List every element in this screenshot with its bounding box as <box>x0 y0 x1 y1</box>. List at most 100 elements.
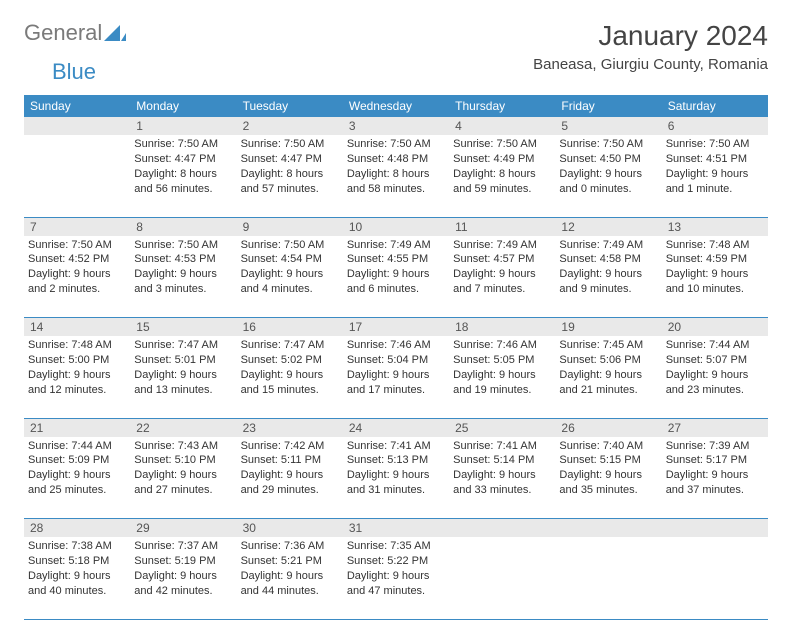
day-header: Tuesday <box>237 95 343 117</box>
sunrise-line: Sunrise: 7:49 AM <box>559 238 657 253</box>
day-number-row: 14151617181920 <box>24 318 768 337</box>
daylight-line: Daylight: 9 hours and 4 minutes. <box>241 267 339 297</box>
daylight-line: Daylight: 9 hours and 1 minute. <box>666 167 764 197</box>
day-header: Sunday <box>24 95 130 117</box>
day-details: Sunrise: 7:39 AMSunset: 5:17 PMDaylight:… <box>666 439 764 498</box>
sunset-line: Sunset: 5:02 PM <box>241 353 339 368</box>
day-cell: Sunrise: 7:44 AMSunset: 5:07 PMDaylight:… <box>662 336 768 418</box>
day-number-cell: 17 <box>343 318 449 337</box>
day-number-cell: 30 <box>237 519 343 538</box>
day-number-row: 123456 <box>24 117 768 135</box>
day-number-row: 21222324252627 <box>24 418 768 437</box>
day-number-cell: 22 <box>130 418 236 437</box>
daylight-line: Daylight: 8 hours and 58 minutes. <box>347 167 445 197</box>
day-details: Sunrise: 7:50 AMSunset: 4:47 PMDaylight:… <box>134 137 232 196</box>
day-cell: Sunrise: 7:50 AMSunset: 4:47 PMDaylight:… <box>237 135 343 217</box>
sunrise-line: Sunrise: 7:50 AM <box>28 238 126 253</box>
location-subtitle: Baneasa, Giurgiu County, Romania <box>533 56 768 73</box>
daylight-line: Daylight: 9 hours and 47 minutes. <box>347 569 445 599</box>
week-row: Sunrise: 7:44 AMSunset: 5:09 PMDaylight:… <box>24 437 768 519</box>
daylight-line: Daylight: 9 hours and 23 minutes. <box>666 368 764 398</box>
day-number-cell: 31 <box>343 519 449 538</box>
day-number-cell: 6 <box>662 117 768 135</box>
daylight-line: Daylight: 9 hours and 0 minutes. <box>559 167 657 197</box>
day-details: Sunrise: 7:49 AMSunset: 4:55 PMDaylight:… <box>347 238 445 297</box>
daylight-line: Daylight: 9 hours and 13 minutes. <box>134 368 232 398</box>
sunrise-line: Sunrise: 7:49 AM <box>347 238 445 253</box>
sunrise-line: Sunrise: 7:38 AM <box>28 539 126 554</box>
day-number-cell: 18 <box>449 318 555 337</box>
day-details: Sunrise: 7:44 AMSunset: 5:09 PMDaylight:… <box>28 439 126 498</box>
day-number-cell <box>449 519 555 538</box>
sunset-line: Sunset: 5:05 PM <box>453 353 551 368</box>
daylight-line: Daylight: 9 hours and 19 minutes. <box>453 368 551 398</box>
day-number-cell: 29 <box>130 519 236 538</box>
day-details: Sunrise: 7:45 AMSunset: 5:06 PMDaylight:… <box>559 338 657 397</box>
month-title: January 2024 <box>533 20 768 52</box>
day-number-cell: 4 <box>449 117 555 135</box>
daylight-line: Daylight: 8 hours and 59 minutes. <box>453 167 551 197</box>
daylight-line: Daylight: 9 hours and 9 minutes. <box>559 267 657 297</box>
day-cell <box>662 537 768 619</box>
day-number-cell: 15 <box>130 318 236 337</box>
daylight-line: Daylight: 8 hours and 57 minutes. <box>241 167 339 197</box>
day-number-row: 28293031 <box>24 519 768 538</box>
sunset-line: Sunset: 4:53 PM <box>134 252 232 267</box>
sunset-line: Sunset: 5:15 PM <box>559 453 657 468</box>
day-number-row: 78910111213 <box>24 217 768 236</box>
day-details: Sunrise: 7:50 AMSunset: 4:54 PMDaylight:… <box>241 238 339 297</box>
sunrise-line: Sunrise: 7:50 AM <box>241 238 339 253</box>
sunset-line: Sunset: 5:07 PM <box>666 353 764 368</box>
daylight-line: Daylight: 9 hours and 10 minutes. <box>666 267 764 297</box>
sunrise-line: Sunrise: 7:50 AM <box>666 137 764 152</box>
daylight-line: Daylight: 8 hours and 56 minutes. <box>134 167 232 197</box>
week-row: Sunrise: 7:50 AMSunset: 4:52 PMDaylight:… <box>24 236 768 318</box>
sunrise-line: Sunrise: 7:35 AM <box>347 539 445 554</box>
daylight-line: Daylight: 9 hours and 7 minutes. <box>453 267 551 297</box>
day-number-cell <box>24 117 130 135</box>
sunset-line: Sunset: 5:10 PM <box>134 453 232 468</box>
day-details: Sunrise: 7:36 AMSunset: 5:21 PMDaylight:… <box>241 539 339 598</box>
day-details: Sunrise: 7:50 AMSunset: 4:51 PMDaylight:… <box>666 137 764 196</box>
daylight-line: Daylight: 9 hours and 12 minutes. <box>28 368 126 398</box>
day-number-cell: 11 <box>449 217 555 236</box>
sunset-line: Sunset: 5:11 PM <box>241 453 339 468</box>
sunset-line: Sunset: 5:18 PM <box>28 554 126 569</box>
day-number-cell: 25 <box>449 418 555 437</box>
day-number-cell: 9 <box>237 217 343 236</box>
day-details: Sunrise: 7:48 AMSunset: 5:00 PMDaylight:… <box>28 338 126 397</box>
day-number-cell: 20 <box>662 318 768 337</box>
day-details: Sunrise: 7:50 AMSunset: 4:49 PMDaylight:… <box>453 137 551 196</box>
day-details: Sunrise: 7:38 AMSunset: 5:18 PMDaylight:… <box>28 539 126 598</box>
day-number-cell: 16 <box>237 318 343 337</box>
sunrise-line: Sunrise: 7:43 AM <box>134 439 232 454</box>
sunrise-line: Sunrise: 7:42 AM <box>241 439 339 454</box>
day-number-cell: 10 <box>343 217 449 236</box>
sunrise-line: Sunrise: 7:50 AM <box>134 137 232 152</box>
day-cell: Sunrise: 7:50 AMSunset: 4:53 PMDaylight:… <box>130 236 236 318</box>
day-header: Saturday <box>662 95 768 117</box>
brand-logo: General <box>24 20 126 46</box>
day-details: Sunrise: 7:37 AMSunset: 5:19 PMDaylight:… <box>134 539 232 598</box>
sunset-line: Sunset: 5:00 PM <box>28 353 126 368</box>
day-cell: Sunrise: 7:50 AMSunset: 4:51 PMDaylight:… <box>662 135 768 217</box>
sunrise-line: Sunrise: 7:50 AM <box>347 137 445 152</box>
daylight-line: Daylight: 9 hours and 42 minutes. <box>134 569 232 599</box>
daylight-line: Daylight: 9 hours and 15 minutes. <box>241 368 339 398</box>
day-cell: Sunrise: 7:41 AMSunset: 5:14 PMDaylight:… <box>449 437 555 519</box>
day-number-cell: 23 <box>237 418 343 437</box>
day-number-cell <box>555 519 661 538</box>
day-details: Sunrise: 7:41 AMSunset: 5:13 PMDaylight:… <box>347 439 445 498</box>
day-details: Sunrise: 7:40 AMSunset: 5:15 PMDaylight:… <box>559 439 657 498</box>
day-cell: Sunrise: 7:44 AMSunset: 5:09 PMDaylight:… <box>24 437 130 519</box>
day-header: Monday <box>130 95 236 117</box>
sunset-line: Sunset: 4:48 PM <box>347 152 445 167</box>
day-number-cell: 8 <box>130 217 236 236</box>
sunrise-line: Sunrise: 7:50 AM <box>559 137 657 152</box>
sunrise-line: Sunrise: 7:50 AM <box>134 238 232 253</box>
day-details: Sunrise: 7:49 AMSunset: 4:58 PMDaylight:… <box>559 238 657 297</box>
sunrise-line: Sunrise: 7:41 AM <box>453 439 551 454</box>
day-cell: Sunrise: 7:49 AMSunset: 4:58 PMDaylight:… <box>555 236 661 318</box>
sunrise-line: Sunrise: 7:40 AM <box>559 439 657 454</box>
day-details: Sunrise: 7:50 AMSunset: 4:52 PMDaylight:… <box>28 238 126 297</box>
